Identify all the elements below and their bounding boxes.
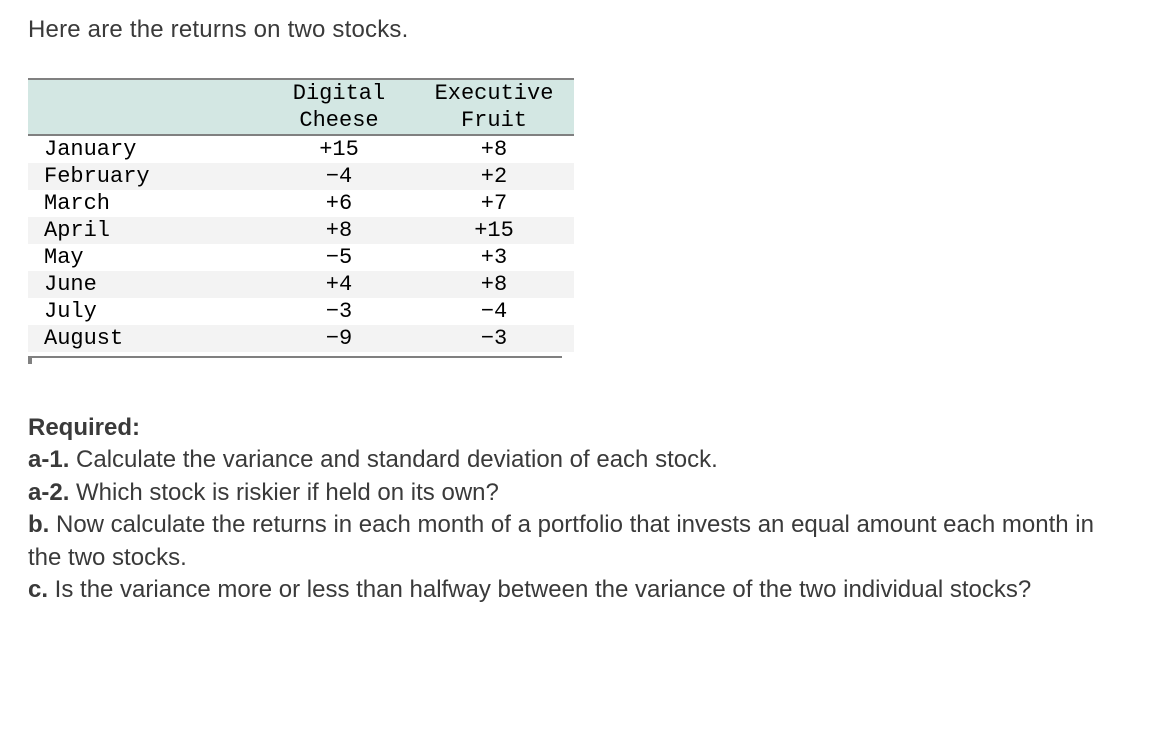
value-b: +8	[414, 271, 574, 298]
returns-table: Digital Executive Cheese Fruit January +…	[28, 78, 574, 352]
req-a1-text: Calculate the variance and standard devi…	[69, 446, 717, 473]
header-col-a-top: Digital	[264, 79, 414, 107]
value-b: +2	[414, 163, 574, 190]
value-a: +4	[264, 271, 414, 298]
value-a: −3	[264, 298, 414, 325]
req-a2-text: Which stock is riskier if held on its ow…	[69, 479, 498, 506]
req-b-label: b.	[28, 511, 49, 538]
table-footer-rule	[28, 356, 562, 364]
required-block: Required: a-1. Calculate the variance an…	[28, 412, 1126, 606]
table-row: August −9 −3	[28, 325, 574, 352]
month-cell: July	[28, 298, 264, 325]
table-header-row-2: Cheese Fruit	[28, 107, 574, 135]
value-b: +8	[414, 135, 574, 163]
table-row: February −4 +2	[28, 163, 574, 190]
req-b-text: Now calculate the returns in each month …	[28, 511, 1094, 570]
header-col-a-bot: Cheese	[264, 107, 414, 135]
month-cell: March	[28, 190, 264, 217]
table-row: January +15 +8	[28, 135, 574, 163]
month-cell: February	[28, 163, 264, 190]
header-col-b-bot: Fruit	[414, 107, 574, 135]
month-cell: June	[28, 271, 264, 298]
value-a: +6	[264, 190, 414, 217]
table-row: April +8 +15	[28, 217, 574, 244]
req-a1-label: a-1.	[28, 446, 69, 473]
value-b: +3	[414, 244, 574, 271]
month-cell: August	[28, 325, 264, 352]
value-a: −5	[264, 244, 414, 271]
req-c-label: c.	[28, 576, 48, 603]
table-row: July −3 −4	[28, 298, 574, 325]
value-a: +8	[264, 217, 414, 244]
month-cell: May	[28, 244, 264, 271]
table-header-row-1: Digital Executive	[28, 79, 574, 107]
req-c-text: Is the variance more or less than halfwa…	[48, 576, 1031, 603]
value-b: +7	[414, 190, 574, 217]
table-row: March +6 +7	[28, 190, 574, 217]
header-blank	[28, 79, 264, 107]
value-a: −9	[264, 325, 414, 352]
value-b: +15	[414, 217, 574, 244]
header-col-b-top: Executive	[414, 79, 574, 107]
value-b: −4	[414, 298, 574, 325]
value-a: +15	[264, 135, 414, 163]
table-row: June +4 +8	[28, 271, 574, 298]
value-b: −3	[414, 325, 574, 352]
intro-text: Here are the returns on two stocks.	[28, 16, 1126, 44]
value-a: −4	[264, 163, 414, 190]
req-a2-label: a-2.	[28, 479, 69, 506]
month-cell: April	[28, 217, 264, 244]
table-row: May −5 +3	[28, 244, 574, 271]
required-heading: Required:	[28, 414, 140, 441]
header-blank-2	[28, 107, 264, 135]
month-cell: January	[28, 135, 264, 163]
